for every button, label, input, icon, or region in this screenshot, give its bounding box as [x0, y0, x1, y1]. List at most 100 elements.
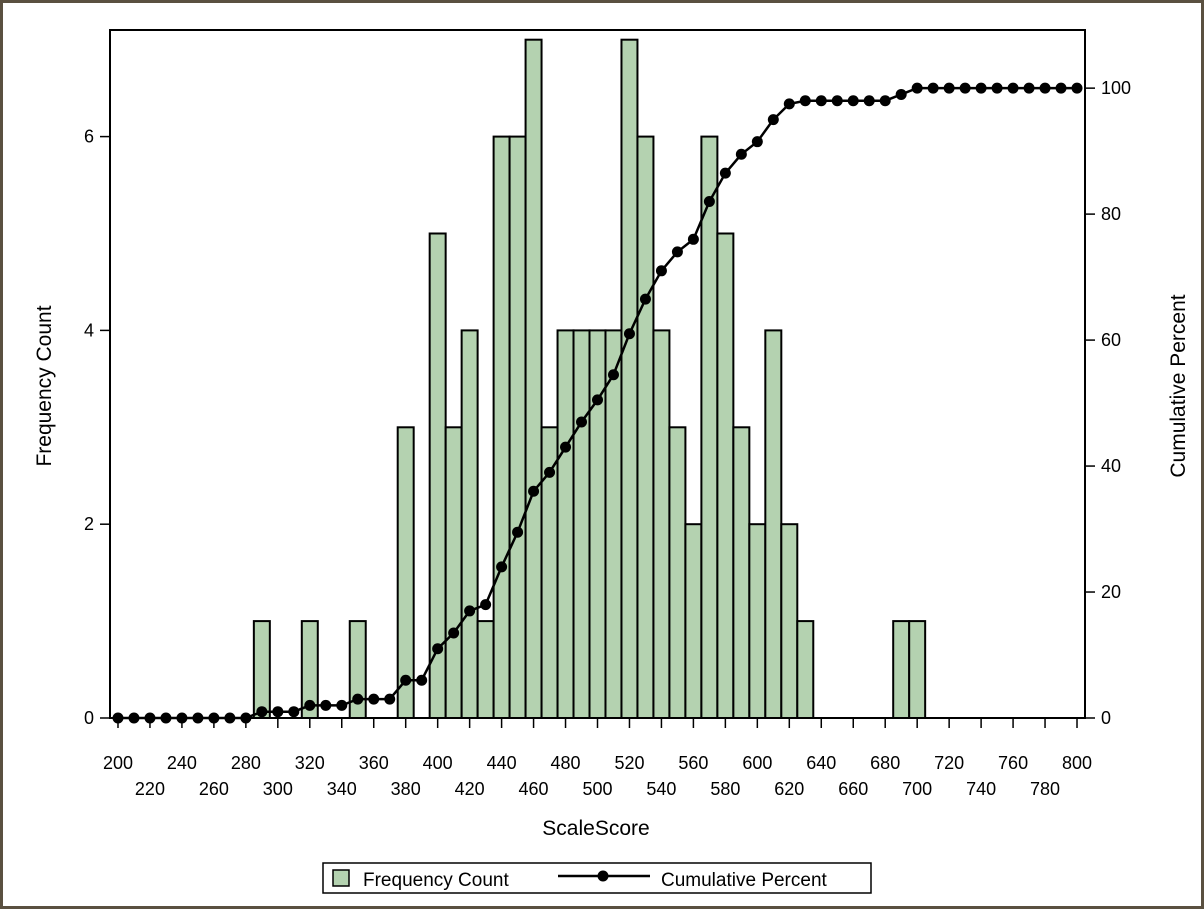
- cumulative-percent-point: [1039, 82, 1051, 94]
- x-tick-label: 460: [519, 779, 549, 799]
- cumulative-percent-point: [959, 82, 971, 94]
- x-tick-label: 560: [678, 753, 708, 773]
- frequency-bar: [796, 620, 815, 719]
- cumulative-percent-point: [895, 88, 907, 100]
- legend: Frequency Count Cumulative Percent: [322, 862, 872, 894]
- cumulative-percent-point: [416, 674, 428, 686]
- x-axis-title: ScaleScore: [542, 817, 649, 840]
- cumulative-percent-point: [863, 95, 875, 107]
- frequency-bar: [780, 523, 799, 720]
- cumulative-percent-point: [671, 246, 683, 258]
- cumulative-percent-point: [512, 526, 524, 538]
- cumulative-percent-point: [751, 136, 763, 148]
- x-tick-label: 260: [199, 779, 229, 799]
- cumulative-percent-point: [1071, 82, 1083, 94]
- x-tick-label: 700: [902, 779, 932, 799]
- cumulative-percent-point: [783, 98, 795, 110]
- cumulative-percent-point: [448, 627, 460, 639]
- x-tick-label: 320: [295, 753, 325, 773]
- frequency-bar: [892, 620, 911, 719]
- y2-tick-label: 60: [1101, 330, 1121, 350]
- frequency-bar: [908, 620, 927, 719]
- x-tick-label: 780: [1030, 779, 1060, 799]
- frequency-bar: [668, 426, 687, 719]
- legend-marker-cumulative: [597, 870, 609, 882]
- frequency-bar: [396, 426, 415, 719]
- cumulative-percent-point: [847, 95, 859, 107]
- frequency-bar: [572, 329, 591, 719]
- cumulative-percent-point: [480, 599, 492, 611]
- frequency-bar: [556, 329, 575, 719]
- cumulative-percent-point: [576, 416, 588, 428]
- x-tick-label: 520: [614, 753, 644, 773]
- cumulative-percent-point: [256, 706, 268, 718]
- legend-box: [322, 862, 872, 894]
- cumulative-percent-point: [400, 674, 412, 686]
- cumulative-percent-point: [560, 441, 572, 453]
- cumulative-percent-point: [927, 82, 939, 94]
- cumulative-percent-point: [352, 693, 364, 705]
- cumulative-percent-point: [288, 706, 300, 718]
- cumulative-percent-point: [911, 82, 923, 94]
- cumulative-percent-point: [607, 369, 619, 381]
- cumulative-percent-point: [320, 699, 332, 711]
- frequency-bar: [604, 329, 623, 719]
- x-tick-label: 660: [838, 779, 868, 799]
- x-tick-label: 640: [806, 753, 836, 773]
- x-tick-label: 480: [551, 753, 581, 773]
- cumulative-percent-point: [1007, 82, 1019, 94]
- frequency-bar: [460, 329, 479, 719]
- frequency-bar: [716, 232, 735, 719]
- frequency-bar: [444, 426, 463, 719]
- y-tick-label: 4: [84, 320, 94, 340]
- frequency-bar: [588, 329, 607, 719]
- cumulative-percent-point: [703, 196, 715, 208]
- cumulative-percent-point: [464, 605, 476, 617]
- cumulative-percent-point: [879, 95, 891, 107]
- cumulative-percent-point: [735, 148, 747, 160]
- frequency-bar: [636, 135, 655, 719]
- x-tick-label: 600: [742, 753, 772, 773]
- x-tick-label: 740: [966, 779, 996, 799]
- cumulative-percent-point: [767, 114, 779, 126]
- cumulative-percent-point: [1055, 82, 1067, 94]
- cumulative-percent-point: [975, 82, 987, 94]
- cumulative-percent-point: [687, 233, 699, 245]
- cumulative-percent-point: [719, 167, 731, 179]
- bars-layer: [252, 38, 927, 720]
- y-tick-label: 6: [84, 127, 94, 147]
- x-tick-label: 380: [391, 779, 421, 799]
- frequency-bar: [748, 523, 767, 720]
- frequency-bar: [652, 329, 671, 719]
- cumulative-percent-point: [1023, 82, 1035, 94]
- x-tick-label: 360: [359, 753, 389, 773]
- cumulative-percent-point: [432, 643, 444, 655]
- x-tick-label: 720: [934, 753, 964, 773]
- cumulative-percent-point: [991, 82, 1003, 94]
- y2-tick-label: 40: [1101, 456, 1121, 476]
- frequency-bar: [508, 135, 527, 719]
- x-tick-label: 800: [1062, 753, 1092, 773]
- cumulative-percent-point: [592, 394, 603, 406]
- y-tick-label: 0: [84, 708, 94, 728]
- x-tick-label: 240: [167, 753, 197, 773]
- cumulative-percent-point: [384, 693, 396, 705]
- cumulative-percent-point: [815, 95, 827, 107]
- y-axis-title: Frequency Count: [33, 305, 56, 466]
- cumulative-percent-point: [336, 699, 348, 711]
- cumulative-percent-point: [544, 466, 556, 478]
- cumulative-percent-point: [496, 561, 508, 573]
- frequency-bar: [524, 38, 543, 720]
- x-tick-label: 620: [774, 779, 804, 799]
- frequency-bar: [732, 426, 751, 719]
- x-tick-label: 200: [103, 753, 133, 773]
- cumulative-percent-point: [639, 293, 651, 305]
- y2-tick-label: 80: [1101, 204, 1121, 224]
- frequency-bar: [252, 620, 271, 719]
- x-tick-label: 420: [455, 779, 485, 799]
- cumulative-percent-point: [831, 95, 843, 107]
- frequency-bar: [476, 620, 495, 719]
- y2-tick-label: 0: [1101, 708, 1111, 728]
